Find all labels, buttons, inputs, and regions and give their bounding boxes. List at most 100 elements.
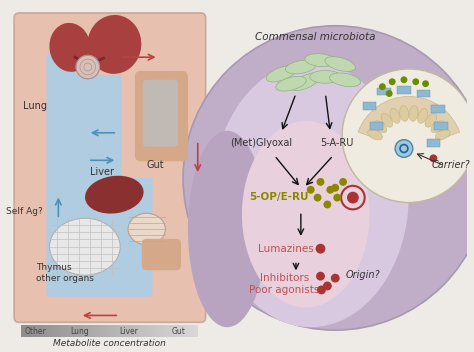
Text: Thymus: Thymus [36, 263, 72, 272]
Bar [158, 325, 159, 337]
Circle shape [331, 184, 339, 192]
FancyBboxPatch shape [121, 64, 196, 178]
Bar [85, 325, 86, 337]
Circle shape [395, 140, 413, 157]
Bar [21, 325, 22, 337]
Ellipse shape [292, 73, 320, 90]
Bar [180, 325, 181, 337]
Bar [139, 325, 140, 337]
Bar [73, 325, 74, 337]
Circle shape [316, 272, 325, 281]
Bar [39, 325, 40, 337]
Bar [177, 325, 178, 337]
Bar [54, 325, 55, 337]
Ellipse shape [212, 62, 409, 327]
Circle shape [339, 178, 347, 186]
Bar [23, 325, 24, 337]
Bar [75, 325, 76, 337]
Bar [150, 325, 151, 337]
Bar [56, 325, 57, 337]
Bar [83, 325, 84, 337]
Circle shape [422, 80, 429, 87]
Bar [142, 325, 143, 337]
Bar [44, 325, 45, 337]
Bar [162, 325, 163, 337]
Bar [134, 325, 135, 337]
Text: Metabolite concentration: Metabolite concentration [53, 339, 166, 348]
Circle shape [323, 201, 331, 208]
Wedge shape [358, 96, 460, 138]
Bar [161, 325, 162, 337]
Bar [154, 325, 155, 337]
Bar [132, 325, 133, 337]
Bar [195, 325, 196, 337]
Bar [123, 325, 124, 337]
Bar [167, 325, 168, 337]
Bar [138, 325, 139, 337]
Circle shape [412, 78, 419, 85]
Bar [156, 325, 157, 337]
Bar [59, 325, 60, 337]
Bar [169, 325, 170, 337]
FancyBboxPatch shape [46, 53, 153, 297]
Bar [159, 325, 161, 337]
Text: Carrier?: Carrier? [432, 160, 470, 170]
Bar [27, 325, 28, 337]
Bar [127, 325, 128, 337]
Bar [86, 325, 87, 337]
Bar [143, 325, 144, 337]
Ellipse shape [49, 23, 91, 72]
Ellipse shape [381, 113, 393, 127]
Ellipse shape [418, 108, 428, 123]
FancyBboxPatch shape [75, 48, 204, 75]
Bar [187, 325, 188, 337]
Bar [62, 325, 63, 337]
Bar [128, 325, 129, 337]
Bar [87, 325, 88, 337]
Ellipse shape [285, 60, 316, 74]
Bar [191, 325, 192, 337]
Ellipse shape [242, 121, 370, 308]
Ellipse shape [266, 66, 296, 82]
Ellipse shape [425, 113, 437, 127]
Bar [110, 325, 111, 337]
Bar [89, 325, 90, 337]
Bar [91, 325, 92, 337]
Ellipse shape [87, 15, 141, 74]
Bar [95, 325, 96, 337]
Bar [165, 325, 166, 337]
Bar [28, 325, 29, 337]
Text: 5-OP/E-RU: 5-OP/E-RU [249, 191, 309, 202]
Bar [185, 325, 186, 337]
Bar [33, 325, 34, 337]
Circle shape [333, 194, 341, 202]
Bar [190, 325, 191, 337]
Bar [102, 325, 103, 337]
Bar [120, 325, 121, 337]
Bar [113, 325, 114, 337]
Circle shape [327, 186, 334, 194]
Bar [70, 325, 71, 337]
Bar [26, 325, 27, 337]
Bar [41, 325, 42, 337]
Bar [94, 325, 95, 337]
Bar [88, 325, 89, 337]
Bar [35, 325, 36, 337]
Bar [397, 86, 411, 94]
FancyBboxPatch shape [143, 80, 178, 146]
Bar [46, 325, 47, 337]
Bar [196, 325, 197, 337]
Bar [61, 325, 62, 337]
Bar [175, 325, 176, 337]
Bar [173, 325, 174, 337]
Bar [24, 325, 25, 337]
Bar [69, 325, 70, 337]
Bar [36, 325, 37, 337]
Bar [57, 325, 58, 337]
Bar [43, 325, 44, 337]
Text: 5-A-RU: 5-A-RU [320, 138, 354, 147]
Bar [65, 325, 66, 337]
Ellipse shape [276, 76, 306, 91]
Bar [111, 325, 112, 337]
Bar [53, 325, 54, 337]
